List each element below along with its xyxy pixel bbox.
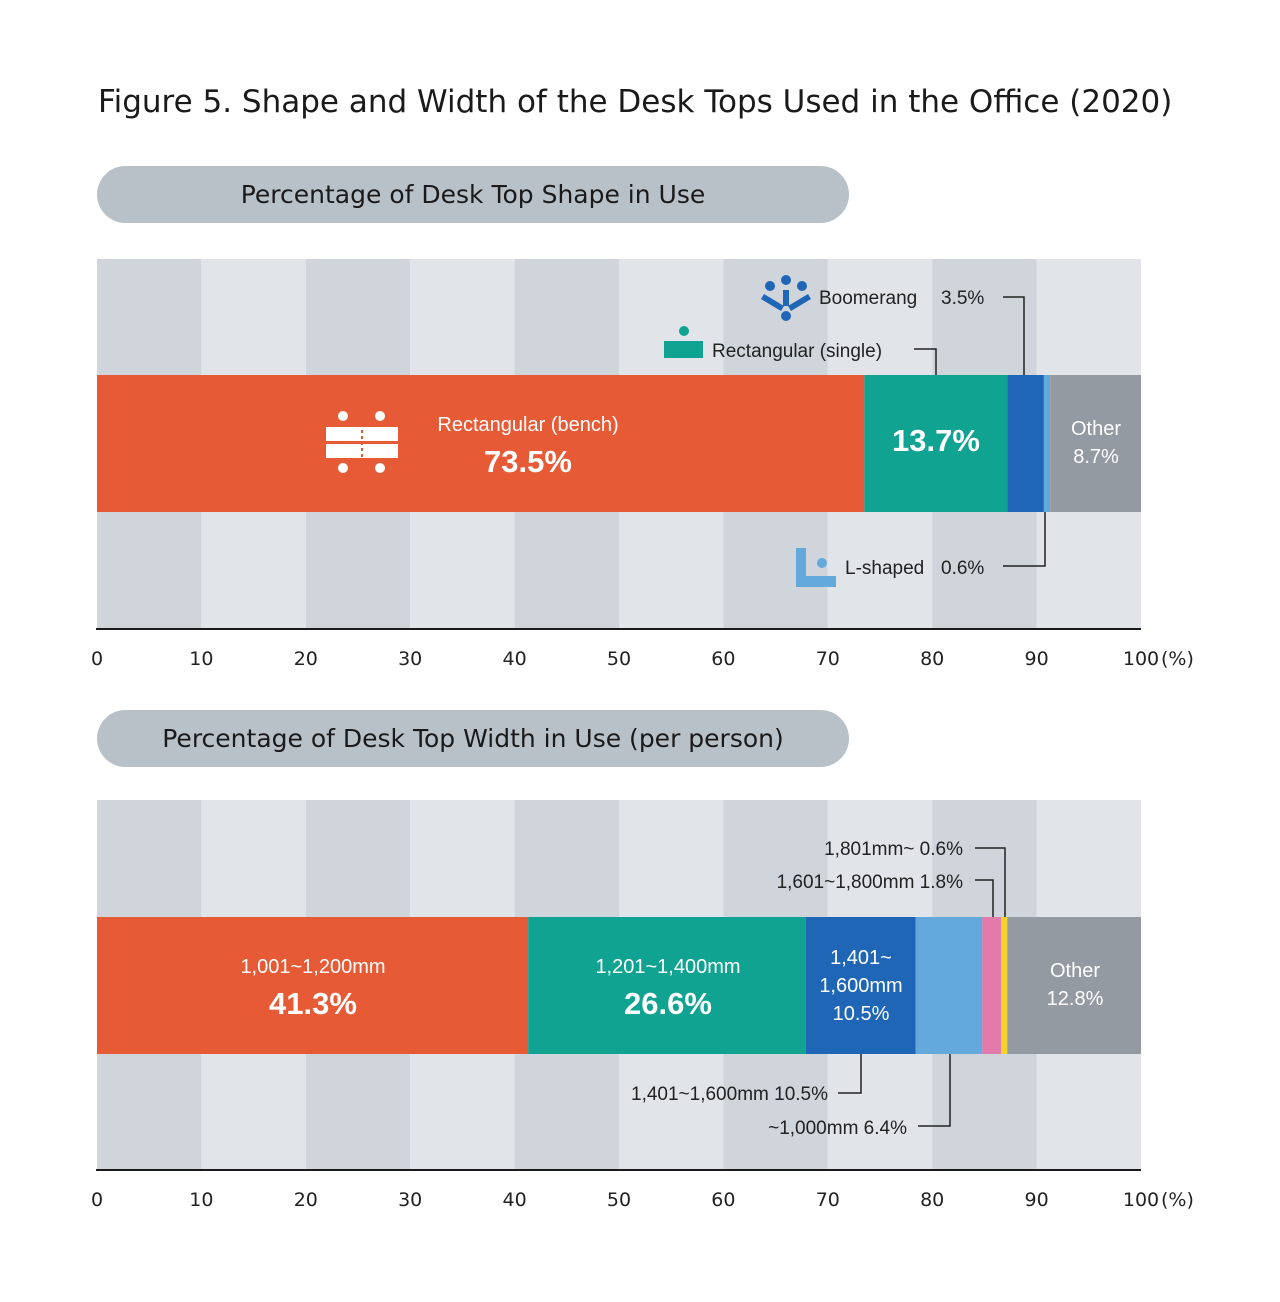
w1401-value-label: 10.5% bbox=[833, 1003, 890, 1025]
shape-tick-label: 30 bbox=[398, 648, 422, 670]
shape-other-value-label: 8.7% bbox=[1073, 446, 1119, 468]
w1801-leader-line bbox=[975, 847, 1006, 917]
shape-section-title: Percentage of Desk Top Shape in Use bbox=[240, 180, 706, 209]
width-tick-label: 40 bbox=[503, 1189, 527, 1211]
width-chart-bars bbox=[97, 917, 1141, 1054]
boomerang-value-label: 3.5% bbox=[941, 288, 984, 309]
shape-tick-label: 60 bbox=[711, 648, 735, 670]
width-tick-label: 100 bbox=[1123, 1189, 1159, 1211]
w1601-leader-line bbox=[975, 879, 994, 917]
width-tick-label: 10 bbox=[189, 1189, 213, 1211]
w1401-leader-line bbox=[838, 1054, 862, 1094]
width-bar-segment bbox=[982, 917, 1002, 1054]
shape-tick-label: 50 bbox=[607, 648, 631, 670]
w1000-callout-label: ~1,000mm 6.4% bbox=[768, 1118, 907, 1139]
single-desk-icon bbox=[664, 326, 703, 358]
shape-tick-label: 70 bbox=[816, 648, 840, 670]
shape-tick-label: 10 bbox=[189, 648, 213, 670]
width-bar-segment bbox=[528, 917, 806, 1054]
shape-chart-bars bbox=[97, 375, 1141, 512]
width-bar-segment bbox=[915, 917, 983, 1054]
figure-title: Figure 5. Shape and Width of the Desk To… bbox=[98, 84, 1173, 120]
width-section-title: Percentage of Desk Top Width in Use (per… bbox=[162, 724, 784, 753]
width-bar-segment bbox=[1007, 917, 1141, 1054]
boomerang-leader-line bbox=[1003, 296, 1025, 375]
lshaped-leader-line bbox=[1003, 512, 1046, 567]
width-tick-label: 80 bbox=[920, 1189, 944, 1211]
width-other-value-label: 12.8% bbox=[1047, 988, 1104, 1010]
w1201-name-label: 1,201~1,400mm bbox=[595, 956, 740, 978]
shape-tick-label: 80 bbox=[920, 648, 944, 670]
width-bar-segment bbox=[1001, 917, 1008, 1054]
width-tick-label: 50 bbox=[607, 1189, 631, 1211]
single-value-label: 13.7% bbox=[892, 423, 980, 458]
w1401-label-line1: 1,401~ bbox=[830, 947, 892, 969]
single-name-label: Rectangular (single) bbox=[712, 341, 882, 362]
bench-name-label: Rectangular (bench) bbox=[437, 414, 618, 436]
shape-tick-label: 20 bbox=[294, 648, 318, 670]
w1001-value-label: 41.3% bbox=[269, 986, 357, 1021]
width-bar-segment bbox=[97, 917, 529, 1054]
w1001-name-label: 1,001~1,200mm bbox=[240, 956, 385, 978]
shape-bar-segment bbox=[1007, 375, 1044, 512]
w1801-callout-label: 1,801mm~ 0.6% bbox=[824, 839, 963, 860]
shape-bar-segment bbox=[97, 375, 865, 512]
boomerang-desk-icon bbox=[761, 275, 811, 321]
w1000-leader-line bbox=[918, 1054, 951, 1127]
boomerang-name-label: Boomerang bbox=[819, 288, 917, 309]
width-other-name-label: Other bbox=[1050, 960, 1100, 982]
width-tick-label: 90 bbox=[1025, 1189, 1049, 1211]
shape-chart-x-axis: 0 10 20 30 40 50 60 70 80 90 100 (%) bbox=[91, 628, 1194, 670]
width-tick-label: 0 bbox=[91, 1189, 103, 1211]
w1201-value-label: 26.6% bbox=[624, 986, 712, 1021]
lshaped-name-label: L-shaped bbox=[845, 558, 924, 579]
width-tick-label: 60 bbox=[711, 1189, 735, 1211]
w1401-label-line2: 1,600mm bbox=[819, 975, 902, 997]
shape-bar-segment bbox=[1050, 375, 1141, 512]
width-tick-label: 70 bbox=[816, 1189, 840, 1211]
single-leader-line bbox=[914, 348, 937, 375]
w1401-callout-label: 1,401~1,600mm 10.5% bbox=[631, 1084, 828, 1105]
shape-tick-label: 40 bbox=[503, 648, 527, 670]
shape-other-name-label: Other bbox=[1071, 418, 1121, 440]
shape-bar-segment bbox=[864, 375, 1008, 512]
bench-desk-icon bbox=[326, 411, 398, 473]
width-tick-label: 30 bbox=[398, 1189, 422, 1211]
bench-value-label: 73.5% bbox=[484, 444, 572, 479]
w1601-callout-label: 1,601~1,800mm 1.8% bbox=[777, 872, 964, 893]
width-bar-segment bbox=[805, 917, 916, 1054]
width-tick-label: 20 bbox=[294, 1189, 318, 1211]
shape-bar-segment bbox=[1043, 375, 1051, 512]
shape-axis-unit: (%) bbox=[1161, 648, 1194, 670]
lshaped-value-label: 0.6% bbox=[941, 558, 984, 579]
shape-section-header: Percentage of Desk Top Shape in Use bbox=[97, 166, 849, 223]
width-section-header: Percentage of Desk Top Width in Use (per… bbox=[97, 710, 849, 767]
width-chart-x-axis: 0 10 20 30 40 50 60 70 80 90 100 (%) bbox=[91, 1169, 1194, 1211]
l-shaped-desk-icon bbox=[796, 548, 836, 587]
width-axis-unit: (%) bbox=[1161, 1189, 1194, 1211]
shape-tick-label: 100 bbox=[1123, 648, 1159, 670]
shape-tick-label: 0 bbox=[91, 648, 103, 670]
shape-tick-label: 90 bbox=[1025, 648, 1049, 670]
